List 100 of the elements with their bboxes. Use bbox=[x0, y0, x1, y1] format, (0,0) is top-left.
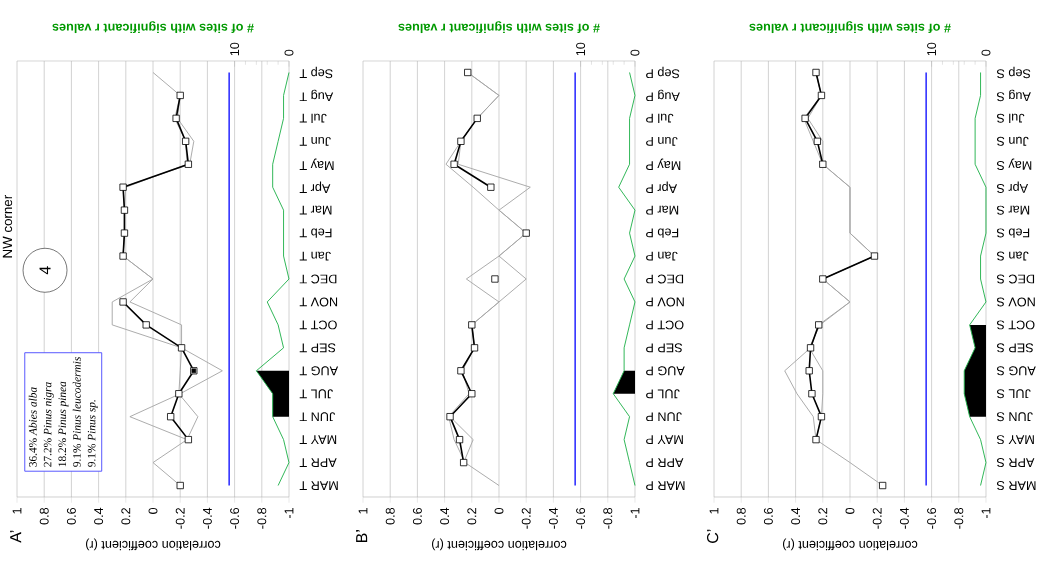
x-tick-label: 0.4 bbox=[440, 507, 450, 525]
y-tick-label: Apr P bbox=[646, 181, 678, 193]
y-tick-label: Aug P bbox=[646, 89, 680, 102]
x-tick-label: 1 bbox=[12, 508, 22, 514]
annotation: 4 bbox=[39, 266, 51, 275]
y-tick-label: OCT P bbox=[646, 320, 684, 330]
x-tick-label: 0.4 bbox=[791, 507, 801, 525]
y-tick-label: JUN T bbox=[299, 412, 336, 422]
x-tick-label: 1 bbox=[709, 508, 719, 514]
x-tick-label: -0.8 bbox=[257, 507, 267, 529]
y-tick-label: Feb S bbox=[996, 228, 1030, 238]
y-tick-label: Mar T bbox=[299, 205, 332, 215]
y-tick-label: APR P bbox=[646, 458, 684, 467]
text: A’ bbox=[10, 530, 22, 543]
x-tick-label: -1 bbox=[981, 508, 991, 519]
y-tick-label: Jun P bbox=[646, 136, 678, 146]
y-tick-label: Apr S bbox=[996, 181, 1029, 193]
y-tick-label: MAY P bbox=[646, 435, 683, 444]
y-tick-label: AUG S bbox=[996, 366, 1036, 376]
x-tick-label: -1 bbox=[284, 508, 294, 519]
y-tick-label: Jan S bbox=[997, 251, 1029, 261]
y-tick-label: SEP P bbox=[646, 343, 683, 353]
x-tick-label: 0.2 bbox=[467, 508, 477, 525]
x-tick-label: 0.6 bbox=[66, 507, 76, 525]
y-tick-label: Jun S bbox=[997, 136, 1029, 146]
x2-tick-label: 10 bbox=[230, 42, 240, 56]
x2-axis-title: # of sites with significant r values bbox=[398, 21, 600, 34]
x-tick-label: 0.8 bbox=[385, 507, 395, 525]
x-axis-title: correlation coefficient (r) bbox=[86, 538, 221, 551]
y-tick-label: MAR T bbox=[299, 481, 338, 490]
x2-tick-label: 0 bbox=[981, 49, 991, 56]
x-tick-label: 0.2 bbox=[818, 508, 828, 525]
y-tick-label: APR S bbox=[996, 458, 1035, 468]
x-tick-label: -0.4 bbox=[202, 507, 212, 529]
y-tick-label: AUG T bbox=[299, 366, 339, 376]
y-tick-label: MAR P bbox=[646, 481, 685, 490]
y-tick-label: SEP T bbox=[299, 343, 336, 353]
x-tick-label: 0 bbox=[148, 507, 158, 514]
annotation: 9.1% Pinus sp. bbox=[87, 400, 98, 467]
y-tick-label: Jul P bbox=[646, 113, 674, 124]
text: C’ bbox=[706, 529, 719, 543]
x-tick-label: 0 bbox=[845, 507, 855, 514]
y-tick-label: APR T bbox=[299, 458, 337, 467]
annotation: 9.1% Pinus leucodermis bbox=[72, 357, 81, 467]
y-tick-label: May T bbox=[299, 158, 334, 170]
y-tick-label: Sep T bbox=[299, 66, 333, 79]
x-tick-label: -0.8 bbox=[954, 507, 964, 529]
y-tick-label: OCT S bbox=[996, 320, 1035, 330]
x-tick-label: -0.6 bbox=[927, 507, 937, 529]
x-tick-label: -0.6 bbox=[576, 507, 586, 529]
text: NW corner bbox=[2, 195, 13, 258]
x-tick-label: 0 bbox=[494, 507, 504, 514]
y-tick-label: DEC T bbox=[299, 274, 337, 284]
y-tick-label: Jan P bbox=[646, 251, 678, 261]
y-tick-label: Feb P bbox=[646, 228, 679, 238]
y-tick-label: JUN S bbox=[997, 412, 1033, 422]
y-tick-label: Feb T bbox=[299, 228, 332, 238]
y-tick-label: SEP S bbox=[996, 343, 1034, 353]
y-tick-label: JUN P bbox=[646, 412, 682, 422]
x2-axis-title: # of sites with significant r values bbox=[52, 21, 254, 34]
x2-tick-label: 0 bbox=[630, 49, 640, 56]
x2-tick-label: 0 bbox=[284, 49, 294, 56]
y-tick-label: OCT T bbox=[299, 320, 337, 330]
x2-tick-label: 10 bbox=[927, 42, 937, 56]
y-tick-label: Sep P bbox=[646, 66, 680, 79]
x-tick-label: -0.2 bbox=[872, 508, 882, 529]
x2-tick-label: 10 bbox=[576, 42, 586, 56]
x-tick-label: -0.8 bbox=[603, 507, 613, 529]
annotation: 18.2% Pinus pinea bbox=[58, 381, 69, 467]
x-tick-label: -1 bbox=[630, 508, 640, 519]
y-tick-label: Jul T bbox=[299, 113, 327, 124]
y-tick-label: Apr T bbox=[299, 181, 331, 193]
y-tick-label: MAY T bbox=[299, 435, 337, 444]
y-tick-label: NOV S bbox=[996, 297, 1035, 307]
y-tick-label: May P bbox=[646, 158, 681, 170]
annotation: 36.4% Abies alba bbox=[28, 387, 37, 467]
x-tick-label: 1 bbox=[358, 508, 368, 514]
x-tick-label: -0.2 bbox=[175, 508, 185, 529]
y-tick-label: Jul S bbox=[997, 113, 1025, 124]
y-tick-label: MAR S bbox=[996, 481, 1036, 490]
y-tick-label: Aug S bbox=[997, 89, 1031, 102]
y-tick-label: DEC P bbox=[646, 274, 684, 284]
x-tick-label: 0.8 bbox=[39, 507, 49, 525]
x-tick-label: 0.4 bbox=[94, 507, 104, 525]
x-tick-label: -0.4 bbox=[548, 507, 558, 529]
y-tick-label: DEC S bbox=[997, 274, 1035, 284]
y-tick-label: Mar P bbox=[646, 205, 679, 215]
x-tick-label: 0.2 bbox=[121, 508, 131, 525]
y-tick-label: MAY S bbox=[996, 435, 1034, 445]
y-tick-label: Jan T bbox=[299, 251, 331, 261]
text: B’ bbox=[356, 530, 368, 543]
y-tick-label: NOV P bbox=[646, 297, 684, 307]
x-axis-title: correlation coefficient (r) bbox=[783, 538, 918, 551]
y-tick-label: Jun T bbox=[299, 136, 331, 146]
y-tick-label: Aug T bbox=[299, 89, 334, 102]
x-tick-label: 0.6 bbox=[763, 507, 773, 525]
x-axis-title: correlation coefficient (r) bbox=[432, 538, 567, 551]
y-tick-label: JUL P bbox=[646, 389, 680, 399]
y-tick-label: NOV T bbox=[299, 297, 338, 307]
x-tick-label: -0.4 bbox=[899, 507, 909, 529]
